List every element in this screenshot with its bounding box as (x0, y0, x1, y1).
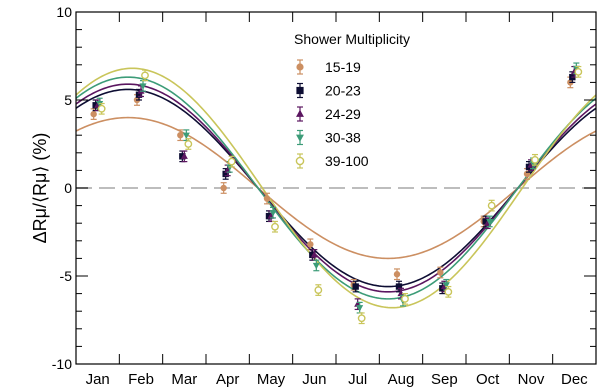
fit-curves (76, 67, 596, 309)
data-point-39-100 (401, 294, 409, 303)
data-point-24-29 (180, 152, 188, 159)
data-point-39-100 (314, 286, 323, 294)
data-point-15-19 (220, 184, 227, 192)
data-point-20-23 (352, 283, 359, 290)
y-tick-label: 5 (64, 92, 72, 108)
data-point-30-38 (96, 100, 104, 108)
legend-label: 24-29 (325, 106, 361, 122)
data-point-30-38 (269, 210, 277, 217)
data-point-24-29 (137, 87, 145, 94)
data-point-20-23 (222, 170, 229, 178)
y-axis-label: ΔRμ/⟨Rμ⟩ (%) (30, 133, 50, 244)
x-tick-label: Apr (216, 371, 239, 388)
y-tick-label: -10 (52, 356, 72, 372)
data-point-39-100 (227, 157, 236, 166)
data-point-30-38 (442, 282, 450, 289)
data-point-15-19 (307, 241, 314, 248)
x-tick-label: Sep (431, 371, 458, 388)
data-point-30-38 (312, 262, 320, 270)
x-tick-label: Mar (171, 371, 197, 388)
x-tick-label: May (257, 371, 286, 388)
data-point-15-19 (177, 132, 184, 139)
data-point-30-38 (139, 83, 147, 90)
fit-curve-39-100 (76, 67, 596, 309)
data-point-30-38 (356, 305, 364, 312)
data-point-15-19 (437, 269, 444, 276)
data-point-15-19 (263, 195, 271, 202)
data-point-39-100 (574, 67, 583, 76)
data-point-39-100 (97, 104, 106, 113)
legend-marker-24-29 (296, 109, 304, 117)
legend-label: 39-100 (325, 153, 369, 169)
data-point-39-100 (141, 71, 149, 80)
data-points (90, 62, 583, 325)
data-point-30-38 (182, 132, 190, 140)
legend-marker-15-19 (296, 63, 304, 71)
data-point-39-100 (444, 287, 453, 296)
data-point-24-29 (310, 251, 318, 258)
legend-label: 30-38 (325, 130, 361, 146)
x-tick-label: Jan (86, 371, 110, 388)
data-point-39-100 (531, 155, 539, 164)
x-tick-label: Jul (348, 371, 367, 388)
fit-curve-15-19 (76, 116, 596, 260)
x-tick-label: Jun (302, 371, 326, 388)
legend-marker-30-38 (296, 134, 304, 142)
data-point-20-23 (135, 91, 143, 98)
data-point-39-100 (357, 314, 366, 323)
legend: Shower Multiplicity 15-19 20-23 24-29 30-38… (294, 31, 410, 169)
x-tick-label: Nov (518, 371, 545, 388)
y-tick-label: 0 (64, 180, 72, 196)
axes: -10 -5 0 5 10 Jan Feb Mar Apr May Jun Jul Aug Sep Oct N… (52, 4, 597, 388)
y-tick-label: 10 (56, 4, 72, 20)
data-point-20-23 (482, 218, 489, 225)
data-point-39-100 (184, 140, 193, 148)
legend-label: 20-23 (325, 83, 361, 99)
x-tick-label: Aug (388, 371, 415, 388)
data-point-30-38 (486, 218, 494, 226)
data-point-15-19 (393, 271, 401, 278)
x-tick-label: Dec (561, 371, 588, 388)
data-point-15-19 (90, 110, 97, 118)
x-tick-label: Feb (128, 371, 154, 388)
legend-marker-39-100 (295, 156, 305, 166)
data-point-39-100 (271, 222, 279, 231)
data-point-39-100 (487, 201, 496, 210)
legend-label: 15-19 (325, 59, 361, 75)
x-tick-label: Oct (476, 371, 500, 388)
fit-curve-30-38 (76, 76, 596, 300)
data-point-24-29 (397, 289, 405, 297)
legend-title: Shower Multiplicity (294, 31, 410, 47)
data-point-20-23 (395, 283, 403, 290)
legend-marker-20-23 (296, 86, 304, 95)
y-tick-label: -5 (60, 268, 73, 284)
